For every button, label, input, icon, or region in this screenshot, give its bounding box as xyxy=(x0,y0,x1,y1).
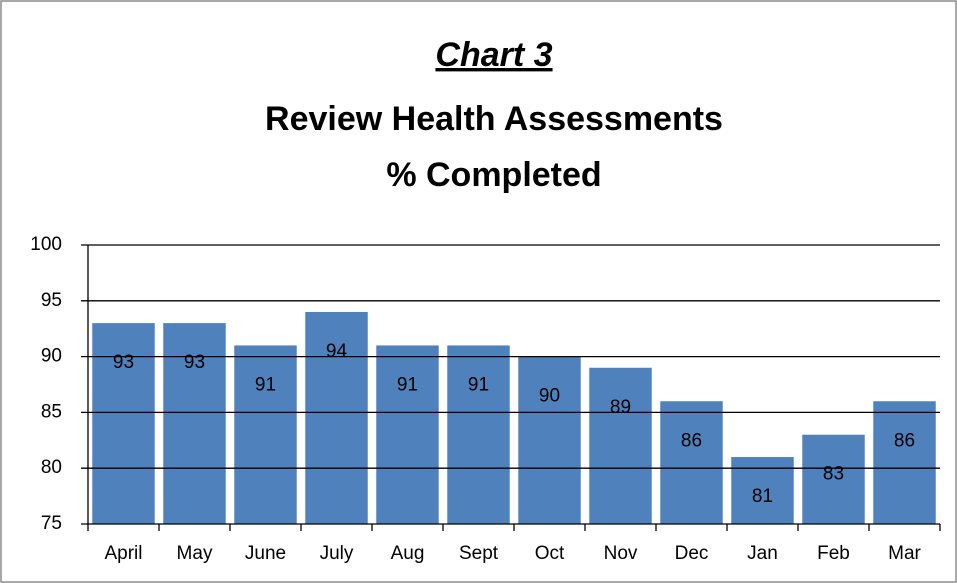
bar xyxy=(518,356,581,524)
x-tick-label: July xyxy=(320,543,354,564)
data-label: 86 xyxy=(894,430,915,451)
bar xyxy=(873,401,936,524)
bar xyxy=(234,345,297,524)
bar xyxy=(447,345,510,524)
x-tick-label: Dec xyxy=(675,543,709,564)
x-tick-label: Mar xyxy=(888,543,921,564)
y-tick-label: 100 xyxy=(30,234,62,255)
chart-subtitle: % Completed xyxy=(386,156,601,194)
y-tick-label: 90 xyxy=(41,346,62,367)
y-tick-label: 85 xyxy=(41,401,62,422)
data-label: 83 xyxy=(823,464,844,485)
x-tick-label: Oct xyxy=(535,543,565,564)
data-label: 94 xyxy=(326,341,348,362)
data-label: 93 xyxy=(113,352,134,373)
x-tick-label: May xyxy=(177,543,213,564)
data-label: 90 xyxy=(539,386,560,407)
bar xyxy=(660,401,723,524)
x-tick-label: Feb xyxy=(817,543,850,564)
x-tick-label: Aug xyxy=(391,543,425,564)
x-tick-label: June xyxy=(245,543,286,564)
y-tick-label: 95 xyxy=(41,290,62,311)
data-label: 91 xyxy=(468,374,489,395)
data-label: 93 xyxy=(184,352,205,373)
x-tick-label: April xyxy=(104,543,142,564)
bar xyxy=(589,367,652,524)
x-tick-label: Nov xyxy=(604,543,638,564)
data-label: 89 xyxy=(610,397,631,418)
chart-subtitle: Review Health Assessments xyxy=(265,100,723,138)
bar xyxy=(376,345,439,524)
bar xyxy=(305,311,368,524)
y-tick-label: 80 xyxy=(41,457,62,478)
bar xyxy=(802,434,865,524)
data-label: 81 xyxy=(752,486,773,507)
data-label: 91 xyxy=(255,374,276,395)
data-label: 91 xyxy=(397,374,418,395)
x-tick-label: Sept xyxy=(459,543,499,564)
y-tick-label: 75 xyxy=(41,513,62,534)
chart-title: Chart 3 xyxy=(435,36,552,74)
x-tick-label: Jan xyxy=(747,543,778,564)
data-label: 86 xyxy=(681,430,702,451)
